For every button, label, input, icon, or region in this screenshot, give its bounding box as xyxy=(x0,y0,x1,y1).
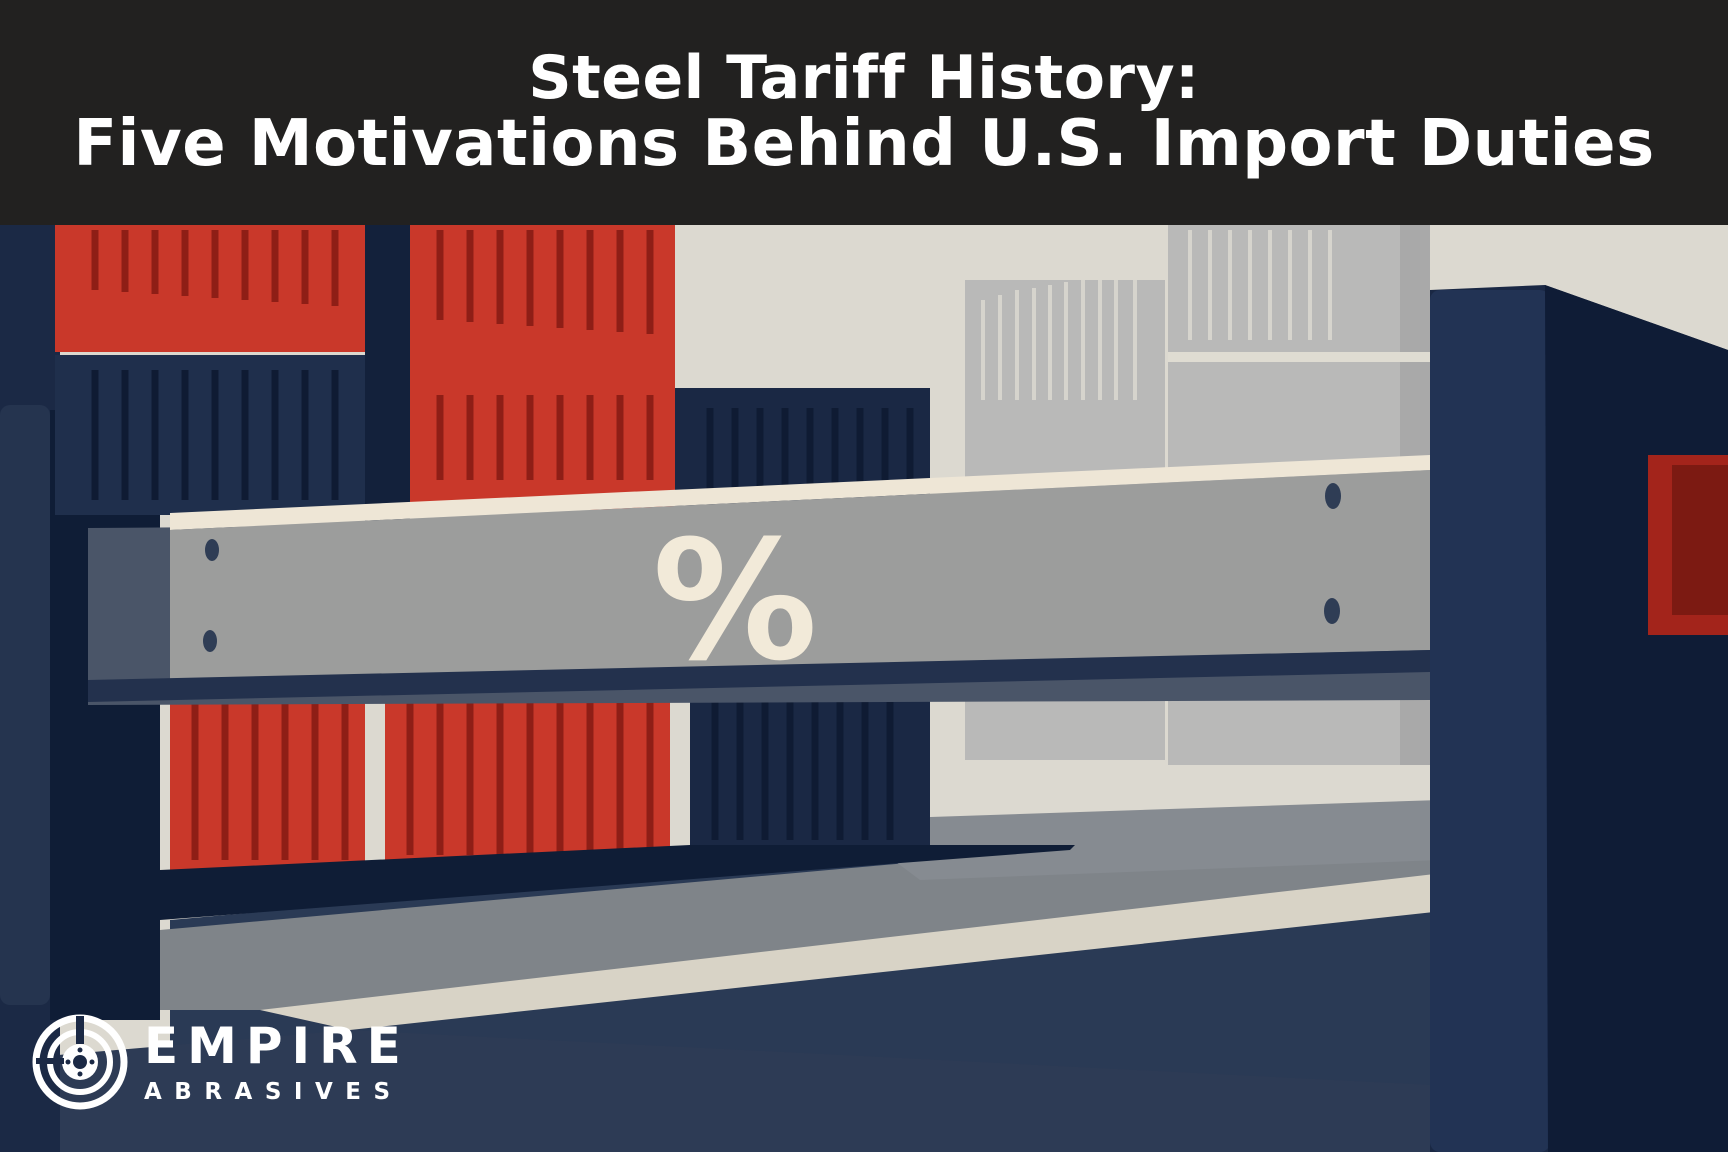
logo-name-line-2: ABRASIVES xyxy=(144,1078,403,1105)
title-line-2: Five Motivations Behind U.S. Import Duti… xyxy=(73,107,1655,182)
title-banner: Steel Tariff History: Five Motivations B… xyxy=(0,0,1728,225)
brake-disc-icon xyxy=(32,1014,128,1110)
empire-abrasives-logo[interactable]: EMPIRE ABRASIVES xyxy=(30,1012,410,1112)
percent-icon: % xyxy=(652,505,817,697)
title-line-1: Steel Tariff History: xyxy=(528,42,1200,113)
logo-name-line-1: EMPIRE xyxy=(144,1016,410,1075)
tariff-illustration: % xyxy=(0,225,1728,1152)
right-post xyxy=(1430,285,1728,1152)
barrier-beam xyxy=(88,455,1430,705)
